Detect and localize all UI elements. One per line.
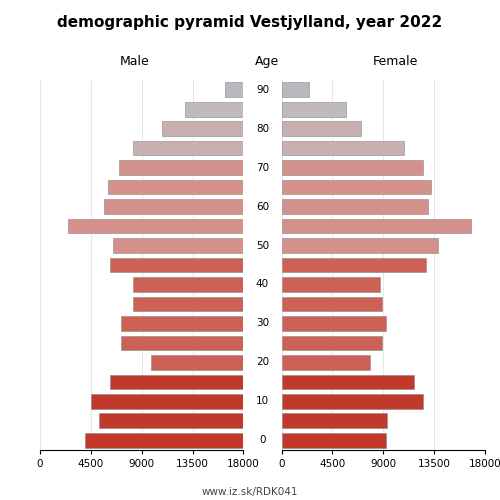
Bar xyxy=(110,258,244,272)
Text: demographic pyramid Vestjylland, year 2022: demographic pyramid Vestjylland, year 20… xyxy=(58,15,442,30)
Bar xyxy=(104,200,244,214)
Text: www.iz.sk/RDK041: www.iz.sk/RDK041 xyxy=(202,487,298,497)
Bar xyxy=(282,102,346,117)
Bar xyxy=(91,394,244,408)
Bar xyxy=(282,141,404,156)
Bar xyxy=(282,336,382,350)
Bar xyxy=(282,219,472,234)
Text: 70: 70 xyxy=(256,162,269,172)
Bar xyxy=(226,82,244,97)
Bar xyxy=(282,374,414,389)
Text: 90: 90 xyxy=(256,84,269,94)
Text: 40: 40 xyxy=(256,280,269,289)
Bar xyxy=(114,238,244,253)
Text: Age: Age xyxy=(256,55,280,68)
Text: 50: 50 xyxy=(256,240,269,250)
Text: 0: 0 xyxy=(259,436,266,446)
Bar xyxy=(132,296,244,311)
Bar xyxy=(85,433,243,448)
Bar xyxy=(110,374,244,389)
Bar xyxy=(282,82,308,97)
Bar xyxy=(99,414,244,428)
Text: 80: 80 xyxy=(256,124,269,134)
Bar xyxy=(162,122,244,136)
Text: Female: Female xyxy=(372,55,418,68)
Bar xyxy=(122,336,244,350)
Text: 30: 30 xyxy=(256,318,269,328)
Bar xyxy=(282,433,386,448)
Text: Male: Male xyxy=(120,55,150,68)
Bar xyxy=(282,200,428,214)
Bar xyxy=(151,355,244,370)
Bar xyxy=(282,277,380,292)
Bar xyxy=(132,277,244,292)
Text: 20: 20 xyxy=(256,358,269,368)
Bar xyxy=(282,355,370,370)
Bar xyxy=(282,394,423,408)
Bar xyxy=(282,160,423,175)
Bar xyxy=(282,296,382,311)
Bar xyxy=(282,258,426,272)
Bar xyxy=(282,122,360,136)
Text: 10: 10 xyxy=(256,396,269,406)
Text: 60: 60 xyxy=(256,202,269,211)
Bar xyxy=(122,316,244,330)
Bar xyxy=(184,102,244,117)
Bar xyxy=(282,238,438,253)
Bar xyxy=(119,160,244,175)
Bar xyxy=(282,180,431,194)
Bar xyxy=(282,414,387,428)
Bar xyxy=(132,141,244,156)
Bar xyxy=(282,316,386,330)
Bar xyxy=(68,219,244,234)
Bar xyxy=(108,180,244,194)
